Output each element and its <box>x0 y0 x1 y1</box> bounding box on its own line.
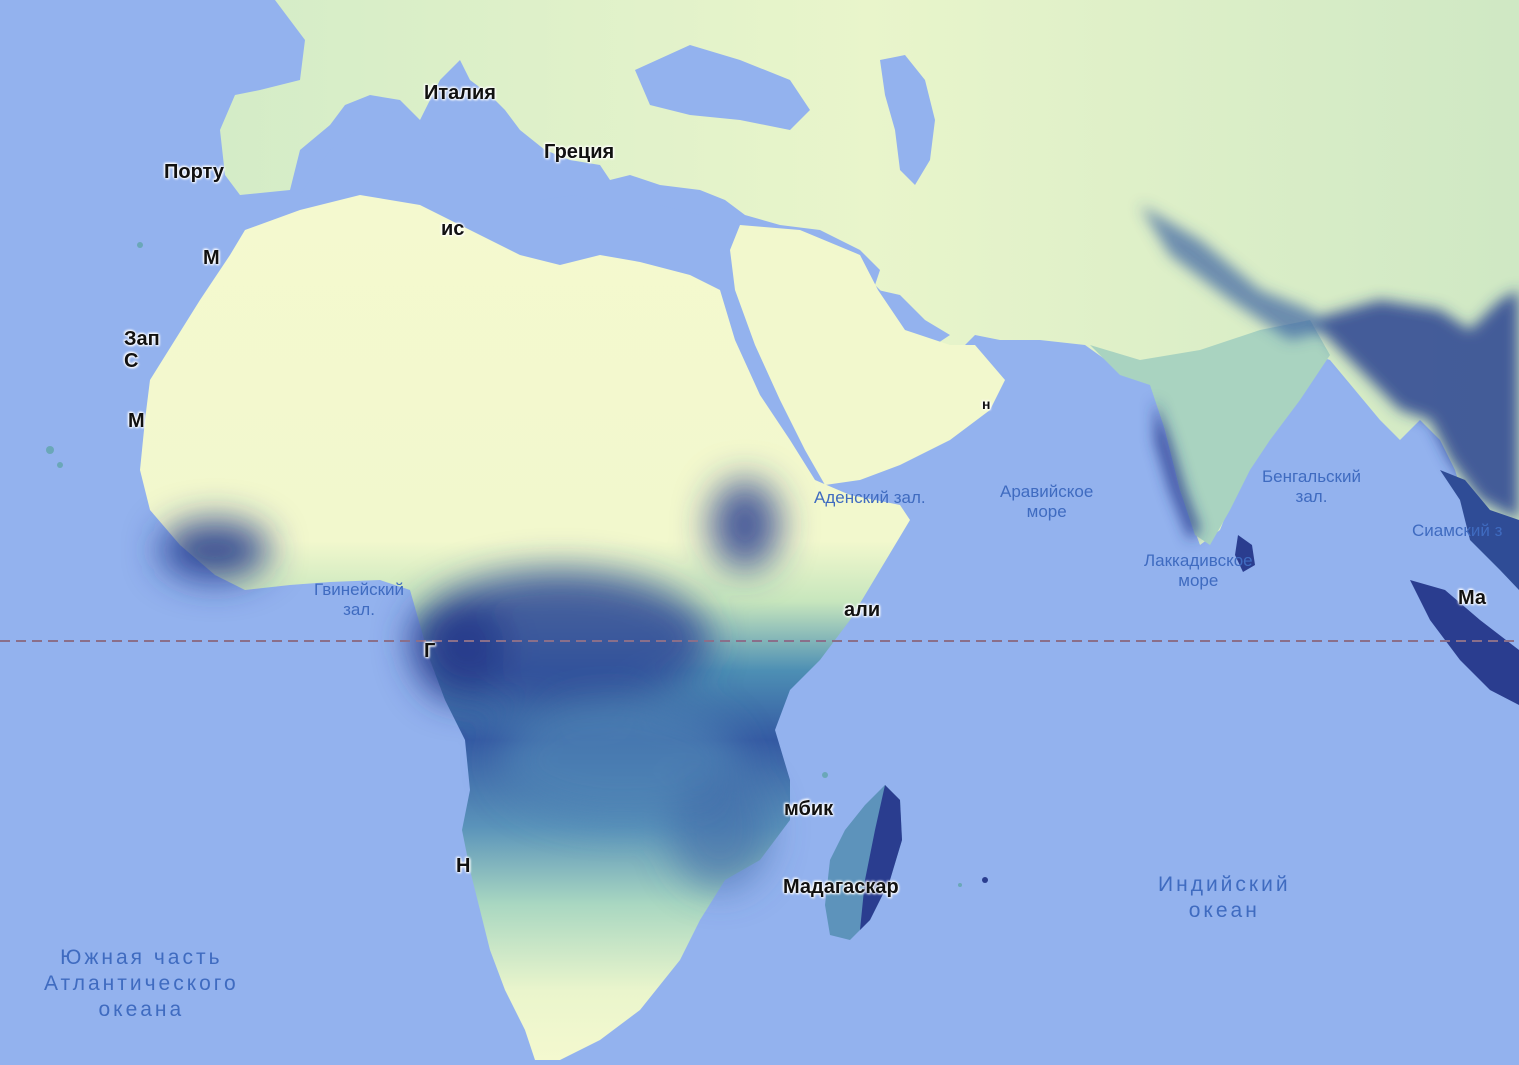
malay-peninsula <box>1440 470 1519 590</box>
country-label-mozambique[interactable]: мбик <box>784 798 834 820</box>
country-label-oman[interactable]: н <box>982 396 991 412</box>
india-land <box>1090 320 1330 545</box>
ocean-label-indian: Индийский океан <box>1158 873 1291 922</box>
water-label-gulf-siam: Сиамский з <box>1412 521 1503 540</box>
wet-zones <box>160 480 780 890</box>
country-label-portugal[interactable]: Порту <box>164 161 224 183</box>
water-label-bay-bengal: Бенгальский зал. <box>1262 467 1361 506</box>
black-sea <box>635 45 810 130</box>
water-label-laccadive-sea: Лаккадивское море <box>1144 551 1253 590</box>
country-label-tunisia[interactable]: ис <box>441 218 465 240</box>
small-islands <box>46 242 988 887</box>
water-label-arabian-sea: Аравийское море <box>1000 482 1094 521</box>
country-label-morocco[interactable]: М <box>203 247 220 269</box>
country-label-malaysia[interactable]: Ма <box>1458 587 1487 609</box>
caspian-sea <box>880 55 935 185</box>
persian-gulf <box>878 290 950 345</box>
madagascar-wet-coast <box>860 785 902 930</box>
country-label-greece[interactable]: Греция <box>544 141 615 163</box>
country-label-western-sahara[interactable]: Зап С <box>124 328 160 372</box>
country-label-mauritania[interactable]: М <box>128 410 145 432</box>
red-sea <box>722 285 822 485</box>
sri-lanka <box>1235 535 1255 572</box>
sumatra-land <box>1410 580 1519 705</box>
ocean-label-south-atlantic: Южная часть Атлантического океана <box>44 946 239 1021</box>
country-label-somalia[interactable]: али <box>844 599 881 621</box>
country-label-italy[interactable]: Италия <box>424 82 496 104</box>
monsoon-zones <box>1140 205 1519 540</box>
country-label-madagascar[interactable]: Мадагаскар <box>783 876 899 898</box>
arabia-land <box>730 225 1005 485</box>
country-label-gabon[interactable]: Г <box>424 640 436 662</box>
water-label-gulf-aden: Аденский зал. <box>814 488 926 507</box>
country-label-namibia[interactable]: Н <box>456 855 471 877</box>
mediterranean-sea <box>300 110 730 275</box>
water-label-gulf-guinea: Гвинейский зал. <box>314 580 405 619</box>
